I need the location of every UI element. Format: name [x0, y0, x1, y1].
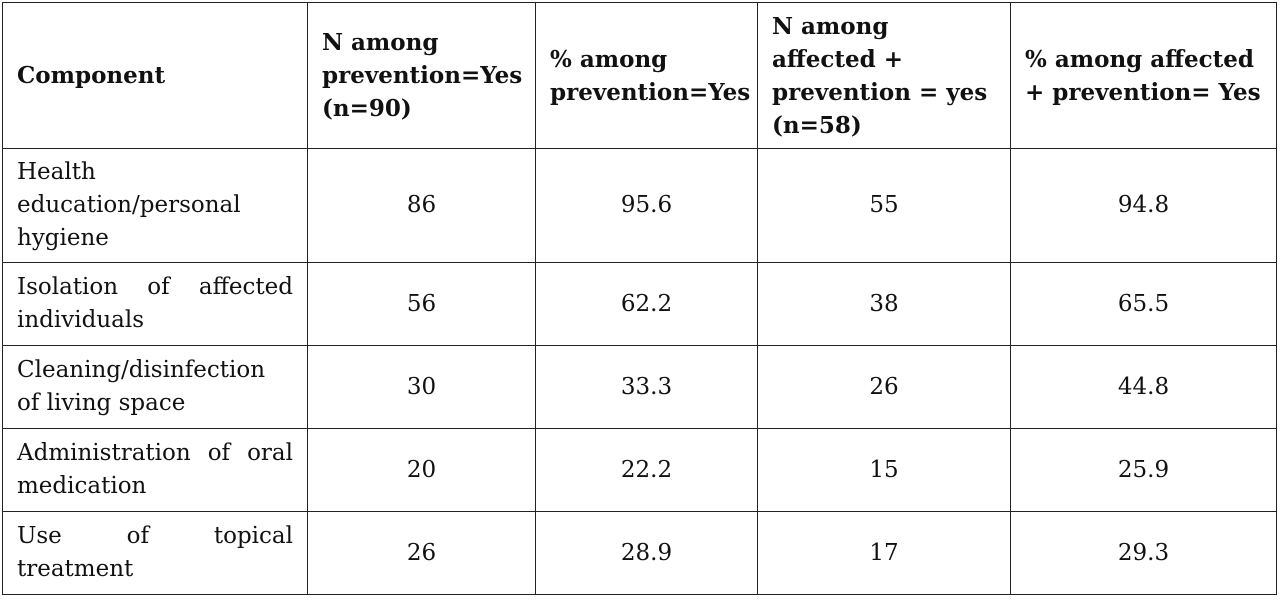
header-pct-among-prevention: % among prevention=Yes	[535, 2, 758, 149]
pct-prev-cell: 22.2	[535, 428, 758, 512]
header-component: Component	[2, 2, 308, 149]
header-n-among-affected: N among affected + prevention = yes (n=5…	[757, 2, 1011, 149]
table-header-row: Component N among prevention=Yes (n=90) …	[2, 2, 1277, 149]
component-cell: Cleaning/disinfection of living space	[2, 345, 308, 429]
table-row: Isolation of affected individuals 56 62.…	[2, 262, 1277, 346]
table-row: Use of topical treatment 26 28.9 17 29.3	[2, 511, 1277, 595]
component-cell: Health education/personal hygiene	[2, 148, 308, 263]
table-row: Administration of oral medication 20 22.…	[2, 428, 1277, 512]
table-row: Cleaning/disinfection of living space 30…	[2, 345, 1277, 429]
pct-aff-cell: 65.5	[1010, 262, 1277, 346]
n-aff-cell: 15	[757, 428, 1011, 512]
pct-prev-cell: 95.6	[535, 148, 758, 263]
n-aff-cell: 55	[757, 148, 1011, 263]
pct-aff-cell: 29.3	[1010, 511, 1277, 595]
n-prev-cell: 30	[307, 345, 536, 429]
component-cell: Use of topical treatment	[2, 511, 308, 595]
pct-aff-cell: 94.8	[1010, 148, 1277, 263]
header-n-among-prevention: N among prevention=Yes (n=90)	[307, 2, 536, 149]
header-pct-among-affected: % among affected + prevention= Yes	[1010, 2, 1277, 149]
pct-aff-cell: 44.8	[1010, 345, 1277, 429]
table-row: Health education/personal hygiene 86 95.…	[2, 148, 1277, 263]
n-aff-cell: 17	[757, 511, 1011, 595]
n-prev-cell: 86	[307, 148, 536, 263]
n-prev-cell: 56	[307, 262, 536, 346]
n-aff-cell: 26	[757, 345, 1011, 429]
pct-aff-cell: 25.9	[1010, 428, 1277, 512]
n-prev-cell: 20	[307, 428, 536, 512]
component-cell: Isolation of affected individuals	[2, 262, 308, 346]
component-cell: Administration of oral medication	[2, 428, 308, 512]
pct-prev-cell: 28.9	[535, 511, 758, 595]
n-prev-cell: 26	[307, 511, 536, 595]
n-aff-cell: 38	[757, 262, 1011, 346]
pct-prev-cell: 33.3	[535, 345, 758, 429]
pct-prev-cell: 62.2	[535, 262, 758, 346]
